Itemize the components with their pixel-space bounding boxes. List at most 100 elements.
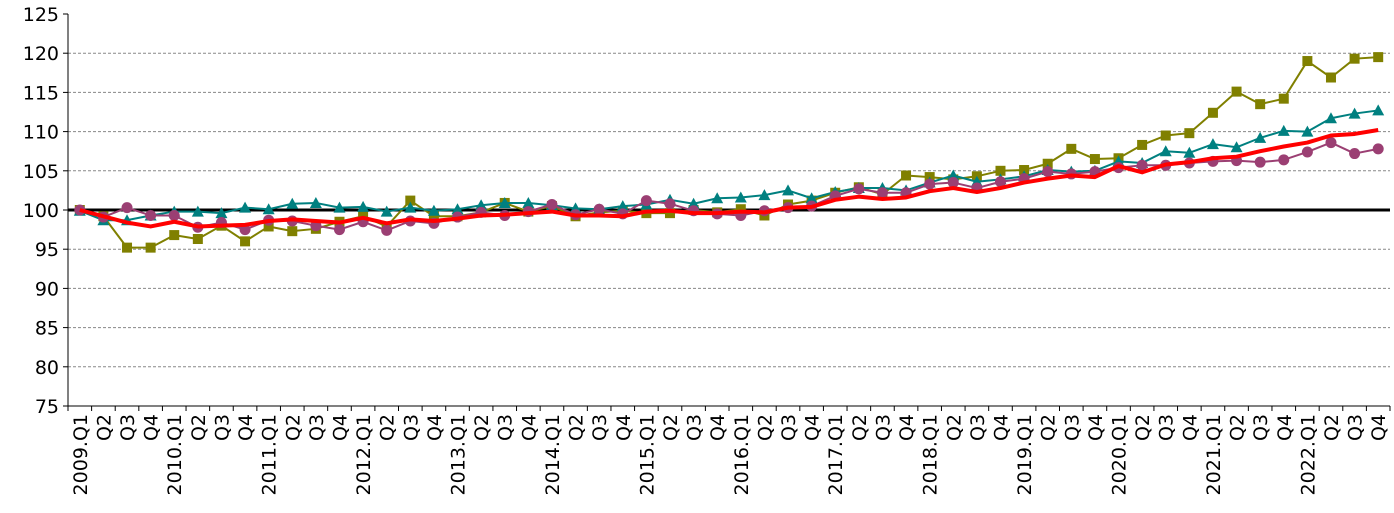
data-point-triangle [947, 169, 960, 181]
x-tick-labels: 2009.Q1 Q2 Q3 Q4 2010.Q1 Q2 Q3 Q4 2011.Q1 Q2 Q3 Q4 2… [70, 414, 1390, 495]
data-point-square [1089, 154, 1100, 165]
data-point-square [1349, 53, 1360, 64]
data-point-circle [994, 176, 1006, 188]
data-point-triangle [1230, 141, 1243, 153]
data-point-triangle [734, 191, 747, 203]
data-point-circle [1254, 156, 1266, 168]
x-tick-label: 2018.Q1 [920, 414, 942, 495]
data-point-triangle [498, 196, 511, 208]
x-tick-label: Q3 [495, 414, 517, 441]
y-tick-label: 95 [35, 239, 59, 261]
data-point-triangle [357, 200, 370, 212]
data-point-triangle [1183, 146, 1196, 158]
data-point-triangle [1301, 125, 1314, 137]
data-point-circle [640, 195, 652, 207]
x-tick-label: 2016.Q1 [731, 414, 753, 495]
data-point-triangle [758, 189, 771, 201]
x-tick-label: Q3 [117, 414, 139, 441]
data-point-square [1137, 139, 1148, 150]
x-tick-label: Q4 [1179, 414, 1201, 441]
data-point-circle [876, 187, 888, 199]
data-point-square [1373, 52, 1384, 63]
data-point-triangle [262, 203, 275, 215]
x-tick-label: Q4 [1085, 414, 1107, 441]
x-tick-label: Q4 [329, 414, 351, 441]
data-point-circle [1136, 159, 1148, 171]
data-point-circle [333, 224, 345, 236]
data-point-square [287, 226, 298, 237]
data-point-triangle [380, 205, 393, 217]
x-tick-label: Q3 [400, 414, 422, 441]
data-point-square [1207, 107, 1218, 118]
data-point-triangle [687, 197, 700, 209]
data-point-triangle [451, 203, 464, 215]
y-tick-label: 105 [23, 161, 59, 183]
data-point-square [263, 221, 274, 232]
data-point-circle [924, 178, 936, 190]
x-tick-label: Q2 [1132, 414, 1154, 441]
data-point-triangle [1372, 104, 1385, 116]
y-tick-label: 110 [23, 122, 59, 144]
x-tick-label: 2011.Q1 [259, 414, 281, 495]
data-point-triangle [191, 205, 204, 217]
y-tick-label: 90 [35, 278, 59, 300]
data-point-triangle [1254, 131, 1267, 143]
data-point-square [1160, 130, 1171, 141]
data-point-square [664, 208, 675, 219]
data-point-square [1042, 158, 1053, 169]
data-point-square [405, 195, 416, 206]
series-layer [73, 52, 1385, 253]
x-tick-label: Q2 [188, 414, 210, 441]
data-point-triangle [404, 201, 417, 213]
x-tick-label: Q2 [566, 414, 588, 441]
data-point-square [995, 165, 1006, 176]
x-tick-label: Q4 [613, 414, 635, 441]
data-point-circle [121, 202, 133, 214]
y-tick-label: 85 [35, 318, 59, 340]
x-tick-label: Q2 [754, 414, 776, 441]
data-point-square [1184, 128, 1195, 139]
x-tick-label: Q4 [707, 414, 729, 441]
x-tick-label: Q3 [778, 414, 800, 441]
x-tick-label: 2021.Q1 [1203, 414, 1225, 495]
data-point-square [122, 242, 133, 253]
series-4 [79, 128, 1379, 229]
x-tick-label: 2015.Q1 [636, 414, 658, 495]
data-point-square [1302, 56, 1313, 67]
data-point-circle [1301, 146, 1313, 158]
data-point-circle [947, 177, 959, 189]
data-point-square [1325, 72, 1336, 83]
data-point-square [1255, 99, 1266, 110]
data-point-circle [1042, 166, 1054, 178]
x-tick-label: Q2 [1227, 414, 1249, 441]
data-point-triangle [616, 200, 629, 212]
x-tick-label: Q2 [471, 414, 493, 441]
x-tick-label: Q3 [1061, 414, 1083, 441]
data-point-circle [1278, 154, 1290, 166]
data-point-circle [853, 183, 865, 195]
data-point-triangle [522, 196, 535, 208]
x-tick-label: Q4 [896, 414, 918, 441]
x-tick-label: 2020.Q1 [1109, 414, 1131, 495]
series-line [79, 128, 1379, 229]
x-tick-label: Q4 [424, 414, 446, 441]
data-point-circle [1325, 137, 1337, 149]
x-tick-label: Q3 [967, 414, 989, 441]
data-point-square [1019, 165, 1030, 176]
y-tick-label: 75 [35, 396, 59, 418]
x-tick-label: Q4 [141, 414, 163, 441]
data-point-square [735, 204, 746, 215]
data-point-triangle [475, 199, 488, 211]
y-tick-label: 80 [35, 357, 59, 379]
x-tick-label: 2017.Q1 [825, 414, 847, 495]
y-tick-label: 115 [23, 82, 59, 104]
y-tick-label: 125 [23, 4, 59, 26]
x-tick-label: Q4 [1274, 414, 1296, 441]
x-tick-label: Q3 [872, 414, 894, 441]
x-tick-label: Q2 [849, 414, 871, 441]
data-point-square [1066, 143, 1077, 154]
data-point-circle [168, 209, 180, 221]
data-point-circle [593, 203, 605, 215]
data-point-triangle [239, 201, 252, 213]
